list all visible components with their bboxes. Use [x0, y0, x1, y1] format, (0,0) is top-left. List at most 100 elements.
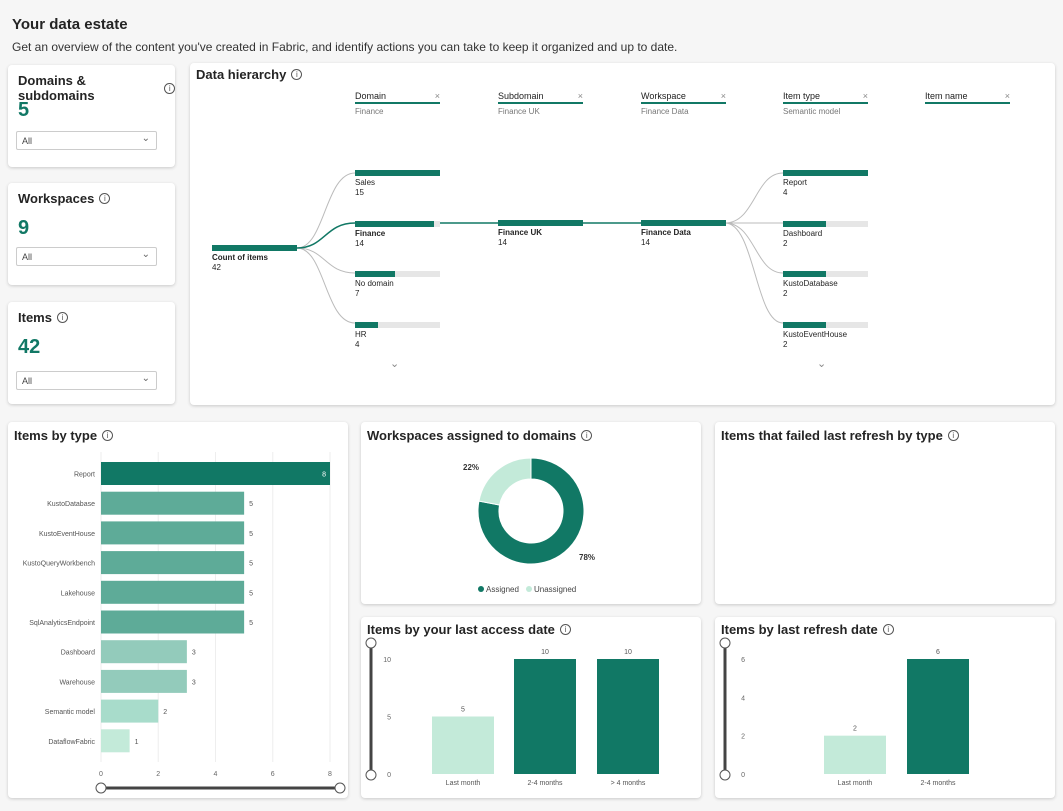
category-label: Report: [74, 472, 95, 479]
node-label: No domain: [355, 279, 394, 288]
close-icon[interactable]: ×: [720, 91, 726, 101]
range-slider-handle-end[interactable]: [334, 782, 346, 794]
column-label: Workspace: [641, 91, 686, 101]
bar[interactable]: [101, 580, 245, 604]
column-label: Item name: [925, 91, 968, 101]
range-slider-handle-start[interactable]: [95, 782, 107, 794]
category-label: Last month: [838, 780, 873, 787]
hierarchy-node[interactable]: No domain 7: [355, 271, 440, 299]
kpi-workspaces-card: Workspaces i 9 All ⌄: [8, 183, 175, 285]
donut-slice[interactable]: [477, 457, 585, 565]
category-label: Lakehouse: [61, 590, 95, 597]
data-label: 3: [192, 650, 196, 657]
hierarchy-column-workspace[interactable]: Workspace × Finance Data: [641, 91, 726, 116]
data-label: 5: [249, 531, 253, 538]
node-value: 4: [355, 339, 360, 349]
node-label: KustoEventHouse: [783, 329, 848, 339]
info-icon[interactable]: i: [164, 82, 175, 94]
info-icon[interactable]: i: [99, 193, 111, 204]
bar[interactable]: [101, 462, 330, 485]
workspaces-filter-dropdown[interactable]: All ⌄: [16, 247, 157, 266]
node-label: Finance Data: [641, 228, 691, 237]
info-icon[interactable]: i: [581, 430, 593, 441]
bar[interactable]: [514, 659, 576, 774]
info-icon[interactable]: i: [947, 430, 959, 441]
column-label: Domain: [355, 91, 387, 101]
donut-slice[interactable]: [478, 457, 532, 506]
range-slider-handle-top[interactable]: [365, 637, 377, 649]
bar[interactable]: [907, 659, 969, 774]
data-label: 5: [461, 707, 465, 714]
last-access-card: Items by your last access date i 0 5 10 5 Las…: [361, 617, 701, 798]
hierarchy-node[interactable]: KustoDatabase 2: [783, 271, 868, 299]
bar[interactable]: [101, 491, 245, 515]
chevron-down-icon: ⌄: [141, 249, 150, 260]
node-label: Finance UK: [498, 228, 543, 237]
data-label: 5: [249, 501, 253, 508]
info-icon[interactable]: i: [102, 430, 114, 441]
data-label: 3: [192, 679, 196, 686]
bar[interactable]: [101, 610, 245, 634]
hierarchy-node[interactable]: KustoEventHouse 2: [783, 321, 868, 350]
category-label: Last month: [446, 780, 481, 787]
card-title: Items that failed last refresh by type: [721, 428, 943, 443]
items-filter-dropdown[interactable]: All ⌄: [16, 371, 157, 390]
info-icon[interactable]: i: [291, 69, 303, 80]
hierarchy-node[interactable]: Finance 14: [355, 220, 440, 249]
hierarchy-node[interactable]: Finance UK 14: [498, 220, 583, 248]
chevron-down-icon: ⌄: [141, 133, 150, 144]
info-icon[interactable]: i: [56, 312, 68, 323]
donut-chart: 78% 22% Assigned Unassigned: [463, 457, 595, 594]
node-value: 2: [783, 238, 788, 248]
info-icon[interactable]: i: [882, 624, 894, 635]
close-icon[interactable]: ×: [577, 91, 583, 101]
data-hierarchy-card: Data hierarchy i Domain × Finance Subdomain ×…: [190, 63, 1055, 405]
range-slider-handle-bottom[interactable]: [365, 769, 377, 781]
hierarchy-node[interactable]: Finance Data 14: [641, 220, 726, 248]
close-icon[interactable]: ×: [1004, 91, 1010, 101]
bar[interactable]: [101, 521, 245, 545]
bar[interactable]: [101, 551, 245, 575]
bar[interactable]: [101, 640, 187, 664]
node-label: Finance: [355, 228, 386, 238]
domains-filter-dropdown[interactable]: All ⌄: [16, 131, 157, 150]
bar[interactable]: [824, 735, 886, 774]
bar[interactable]: [101, 699, 159, 723]
bar[interactable]: [101, 669, 187, 693]
close-icon[interactable]: ×: [434, 91, 440, 101]
hierarchy-column-subdomain[interactable]: Subdomain × Finance UK: [498, 91, 583, 116]
node-value: 4: [783, 188, 788, 197]
failed-refresh-card: Items that failed last refresh by type i: [715, 422, 1055, 604]
hierarchy-node[interactable]: Dashboard 2: [783, 220, 868, 249]
column-selected-value: Finance UK: [498, 107, 540, 116]
category-label: KustoEventHouse: [39, 531, 95, 538]
info-icon[interactable]: i: [559, 624, 571, 635]
category-label: KustoDatabase: [47, 501, 95, 508]
dropdown-value: All: [22, 376, 33, 386]
category-label: Dashboard: [61, 650, 95, 657]
kpi-title: Items: [18, 310, 52, 325]
itemtypes-more-chevron-icon[interactable]: ⌄: [817, 358, 827, 370]
range-slider-handle-bottom[interactable]: [719, 769, 731, 781]
bar[interactable]: [597, 659, 659, 774]
domains-more-chevron-icon[interactable]: ⌄: [390, 358, 400, 370]
bar[interactable]: [101, 729, 130, 753]
category-label: SqlAnalyticsEndpoint: [29, 620, 95, 627]
hierarchy-column-domain[interactable]: Domain × Finance: [355, 91, 440, 116]
data-label: 10: [541, 649, 549, 656]
hierarchy-node[interactable]: Sales 15: [355, 170, 440, 198]
hierarchy-node[interactable]: Count of items 42: [212, 245, 297, 273]
range-slider-handle-top[interactable]: [719, 637, 731, 649]
hierarchy-column-item-type[interactable]: Item type × Semantic model: [783, 91, 868, 116]
hierarchy-node[interactable]: Report 4: [783, 170, 868, 198]
kpi-title: Workspaces: [18, 191, 95, 206]
bar[interactable]: [432, 716, 494, 775]
node-value: 15: [355, 188, 364, 197]
category-label: Semantic model: [45, 709, 96, 716]
close-icon[interactable]: ×: [862, 91, 868, 101]
x-tick-label: 0: [99, 771, 103, 778]
node-label: Dashboard: [783, 228, 823, 238]
hierarchy-column-item-name[interactable]: Item name ×: [925, 91, 1010, 107]
hierarchy-node[interactable]: HR 4: [355, 321, 440, 350]
node-label: KustoDatabase: [783, 279, 838, 288]
